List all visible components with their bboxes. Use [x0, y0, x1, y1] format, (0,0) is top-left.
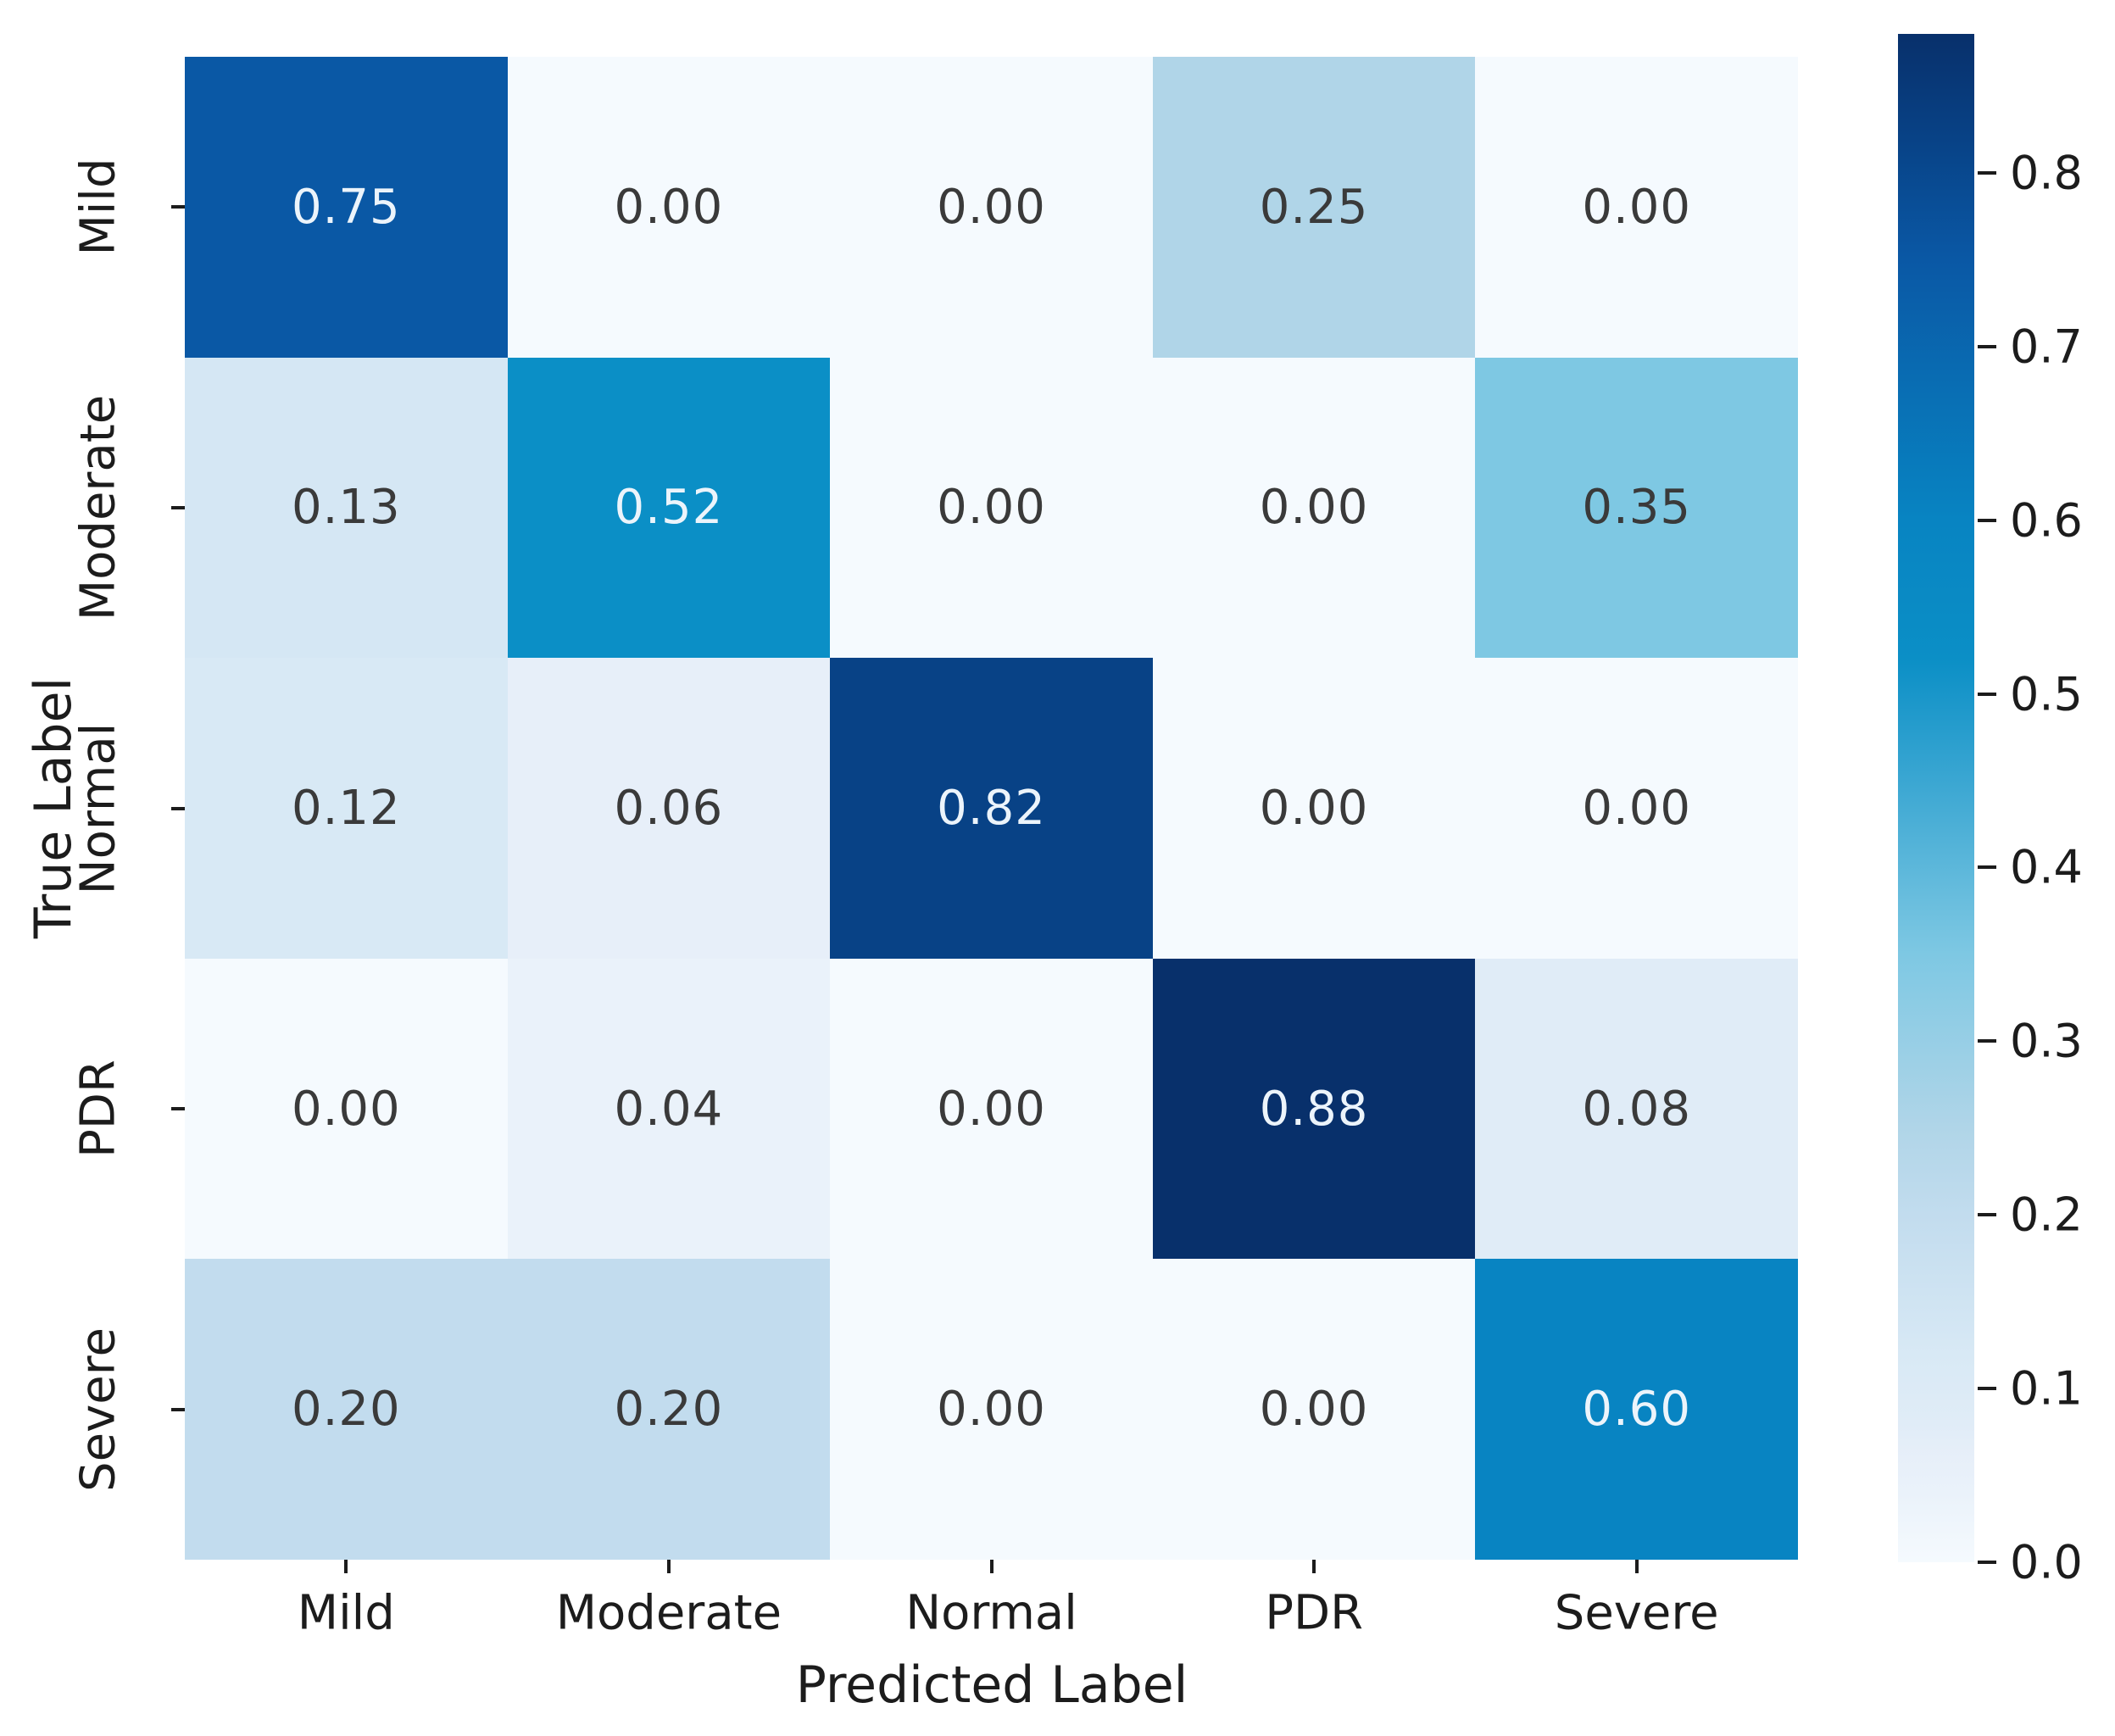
heatmap-cell-Moderate-Severe: 0.35: [1475, 357, 1798, 659]
colorbar-tick-label-0.2: 0.2: [2010, 1188, 2083, 1242]
colorbar-tick-mark: [1978, 865, 1996, 870]
heatmap-cell-PDR-Mild: 0.00: [185, 958, 508, 1260]
heatmap-cell-Normal-Mild: 0.12: [185, 658, 508, 959]
colorbar-tick-mark: [1978, 170, 1996, 175]
heatmap-cell-Normal-Normal: 0.82: [830, 658, 1153, 959]
x-tick-label-PDR: PDR: [1265, 1585, 1363, 1641]
x-tick-mark: [666, 1560, 671, 1573]
heatmap-cell-Mild-Severe: 0.00: [1475, 57, 1798, 358]
y-tick-mark: [171, 205, 185, 209]
colorbar-tick-mark: [1978, 1387, 1996, 1391]
colorbar-tick-mark: [1978, 1039, 1996, 1043]
colorbar-tick-mark: [1978, 344, 1996, 348]
x-tick-mark: [344, 1560, 348, 1573]
heatmap-cell-PDR-PDR: 0.88: [1152, 958, 1476, 1260]
heatmap-cell-Severe-PDR: 0.00: [1152, 1259, 1476, 1560]
heatmap-cell-Mild-Normal: 0.00: [830, 57, 1153, 358]
heatmap-cell-Normal-PDR: 0.00: [1152, 658, 1476, 959]
heatmap-cell-Normal-Severe: 0.00: [1475, 658, 1798, 959]
colorbar-tick-label-0.0: 0.0: [2010, 1535, 2083, 1589]
colorbar-tick-mark: [1978, 1561, 1996, 1564]
y-tick-mark: [171, 1407, 185, 1411]
y-tick-label-Severe: Severe: [70, 1327, 126, 1492]
heatmap-cell-Moderate-Moderate: 0.52: [507, 357, 831, 659]
heatmap-cell-Mild-PDR: 0.25: [1152, 57, 1476, 358]
heatmap-cell-Normal-Moderate: 0.06: [507, 658, 831, 959]
x-tick-label-Normal: Normal: [905, 1585, 1077, 1641]
heatmap-cell-PDR-Normal: 0.00: [830, 958, 1153, 1260]
x-tick-mark: [989, 1560, 993, 1573]
y-tick-label-Moderate: Moderate: [70, 394, 126, 621]
colorbar: [1898, 34, 1974, 1562]
colorbar-tick-label-0.6: 0.6: [2010, 493, 2083, 548]
colorbar-tick-mark: [1978, 692, 1996, 696]
colorbar-gradient: [1898, 34, 1974, 1562]
colorbar-tick-label-0.8: 0.8: [2010, 146, 2083, 200]
x-tick-label-Moderate: Moderate: [555, 1585, 782, 1641]
heatmap-cell-PDR-Moderate: 0.04: [507, 958, 831, 1260]
x-tick-mark: [1634, 1560, 1639, 1573]
heatmap-cell-Severe-Normal: 0.00: [830, 1259, 1153, 1560]
heatmap-cell-PDR-Severe: 0.08: [1475, 958, 1798, 1260]
x-tick-label-Severe: Severe: [1554, 1585, 1719, 1641]
y-tick-mark: [171, 505, 185, 509]
colorbar-tick-mark: [1978, 518, 1996, 522]
y-tick-label-Mild: Mild: [70, 158, 126, 256]
y-axis-title: True Label: [24, 676, 83, 939]
x-axis-title: Predicted Label: [795, 1655, 1188, 1715]
heatmap-grid: 0.75 0.00 0.00 0.25 0.00 0.13 0.52 0.00 0.00 0.35…: [185, 57, 1798, 1560]
colorbar-tick-label-0.1: 0.1: [2010, 1361, 2083, 1416]
x-tick-label-Mild: Mild: [297, 1585, 395, 1641]
heatmap-cell-Severe-Moderate: 0.20: [507, 1259, 831, 1560]
heatmap-cell-Mild-Moderate: 0.00: [507, 57, 831, 358]
heatmap-cell-Mild-Mild: 0.75: [185, 57, 508, 358]
heatmap-cell-Moderate-PDR: 0.00: [1152, 357, 1476, 659]
colorbar-tick-label-0.3: 0.3: [2010, 1014, 2083, 1068]
heatmap-cell-Severe-Severe: 0.60: [1475, 1259, 1798, 1560]
y-tick-mark: [171, 1107, 185, 1111]
heatmap-cell-Moderate-Normal: 0.00: [830, 357, 1153, 659]
y-tick-mark: [171, 806, 185, 810]
heatmap-cell-Moderate-Mild: 0.13: [185, 357, 508, 659]
colorbar-tick-mark: [1978, 1213, 1996, 1217]
y-tick-label-PDR: PDR: [70, 1060, 126, 1158]
x-tick-mark: [1312, 1560, 1316, 1573]
heatmap-cell-Severe-Mild: 0.20: [185, 1259, 508, 1560]
colorbar-tick-label-0.7: 0.7: [2010, 320, 2083, 374]
colorbar-tick-label-0.4: 0.4: [2010, 840, 2083, 894]
colorbar-tick-label-0.5: 0.5: [2010, 667, 2083, 721]
